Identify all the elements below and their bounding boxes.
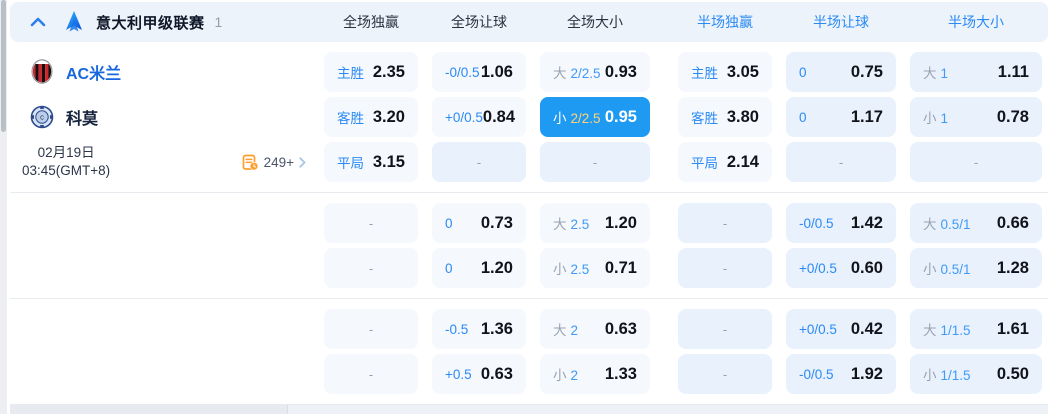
- odds-cell[interactable]: 平局 2.14: [678, 142, 772, 182]
- away-team-row[interactable]: C 科莫: [10, 97, 324, 137]
- odds-cell-empty: -: [678, 203, 772, 243]
- odds-cell[interactable]: 主胜 2.35: [324, 52, 418, 92]
- content: 意大利甲级联赛 1 全场独赢 全场让球 全场大小 半场独赢 半场让球 半场大小: [10, 0, 1048, 414]
- odds-cell-empty: -: [540, 142, 650, 182]
- odds-cell-empty: -: [678, 354, 772, 394]
- odds-cell[interactable]: 大 2/2.5 0.93: [540, 52, 650, 92]
- home-team-name: AC米兰: [66, 66, 122, 83]
- column-headers: 全场独赢 全场让球 全场大小 半场独赢 半场让球 半场大小: [324, 12, 1048, 32]
- svg-text:C: C: [40, 116, 44, 122]
- match-time: 03:45(GMT+8): [22, 163, 111, 178]
- more-markets-link[interactable]: 249+: [242, 154, 306, 171]
- odds-row: - -0.5 1.36 大 2 0.63- +0/0.5 0.42 大 1/1.5 1.61: [324, 309, 1048, 349]
- odds-cell[interactable]: 小 2/2.5 0.95: [540, 97, 650, 137]
- empty-left-panel: [10, 309, 324, 394]
- next-row-partial: [10, 405, 1048, 414]
- column-header-2[interactable]: 全场让球: [451, 14, 507, 30]
- main-markets-section: AC米兰 C 科莫: [10, 42, 1048, 192]
- como-crest-icon: C: [30, 105, 54, 129]
- collapse-button[interactable]: [30, 17, 56, 27]
- match-info-panel: AC米兰 C 科莫: [10, 52, 324, 182]
- odds-cell[interactable]: -0/0.5 1.42: [786, 203, 896, 243]
- odds-cell[interactable]: 0 1.17: [786, 97, 896, 137]
- empty-left-panel: [10, 203, 324, 288]
- match-meta-row: 02月19日 03:45(GMT+8) 249+: [10, 142, 324, 182]
- odds-rows-secondary: -0 0.73 大 2.5 1.20- -0/0.5 1.42 大 0.5/1 0.66-0 1.2…: [324, 203, 1048, 288]
- odds-cell[interactable]: +0/0.5 0.42: [786, 309, 896, 349]
- odds-cell[interactable]: 平局 3.15: [324, 142, 418, 182]
- secondary-markets-section: -0 0.73 大 2.5 1.20- -0/0.5 1.42 大 0.5/1 0.66-0 1.2…: [10, 193, 1048, 298]
- ac-milan-crest-icon: [30, 59, 54, 85]
- markets-count: 249+: [263, 154, 294, 170]
- section-divider: [10, 298, 1048, 299]
- league-header-left: 意大利甲级联赛 1: [10, 10, 324, 34]
- odds-cell[interactable]: 大 0.5/1 0.66: [910, 203, 1042, 243]
- column-header-5[interactable]: 半场让球: [813, 14, 869, 30]
- column-header-3[interactable]: 全场大小: [567, 14, 623, 30]
- odds-cell[interactable]: -0/0.5 1.06: [432, 52, 526, 92]
- odds-cell-empty: -: [324, 309, 418, 349]
- odds-cell[interactable]: +0.5 0.63: [432, 354, 526, 394]
- next-row-right-segment: [288, 405, 1048, 414]
- scrollbar[interactable]: [0, 0, 7, 414]
- league-title: 意大利甲级联赛: [96, 14, 205, 32]
- section-divider: [10, 192, 1048, 193]
- section-divider: [10, 404, 1048, 405]
- odds-cell[interactable]: 0 0.75: [786, 52, 896, 92]
- column-header-6[interactable]: 半场大小: [948, 14, 1004, 30]
- column-header-4[interactable]: 半场独赢: [697, 14, 753, 30]
- odds-cell[interactable]: 客胜 3.80: [678, 97, 772, 137]
- league-header: 意大利甲级联赛 1 全场独赢 全场让球 全场大小 半场独赢 半场让球 半场大小: [10, 2, 1048, 42]
- odds-cell[interactable]: 主胜 3.05: [678, 52, 772, 92]
- odds-cell[interactable]: 小 2.5 0.71: [540, 248, 650, 288]
- odds-cell[interactable]: 大 1 1.11: [910, 52, 1042, 92]
- chevron-right-icon: [299, 156, 306, 168]
- odds-rows-main: 主胜 2.35 -0/0.5 1.06 大 2/2.5 0.93 主胜 3.05 0 0.75 大 1 1…: [324, 52, 1048, 182]
- scrollbar-thumb[interactable]: [1, 0, 6, 132]
- odds-cell-empty: -: [324, 203, 418, 243]
- serie-a-logo-icon: [64, 10, 84, 34]
- odds-cell-empty: -: [324, 354, 418, 394]
- odds-cell-empty: -: [786, 142, 896, 182]
- odds-cell[interactable]: +0/0.5 0.84: [432, 97, 526, 137]
- odds-cell-empty: -: [324, 248, 418, 288]
- odds-row: - +0.5 0.63 小 2 1.33- -0/0.5 1.92 小 1/1.5 0.50: [324, 354, 1048, 394]
- odds-row: -0 1.20 小 2.5 0.71- +0/0.5 0.60 小 0.5/1 1.28: [324, 248, 1048, 288]
- odds-cell-empty: -: [678, 309, 772, 349]
- odds-cell[interactable]: 客胜 3.20: [324, 97, 418, 137]
- odds-row: 平局 3.15- - 平局 2.14- -: [324, 142, 1048, 182]
- odds-cell[interactable]: +0/0.5 0.60: [786, 248, 896, 288]
- match-date: 02月19日: [37, 144, 95, 160]
- next-row-left-segment: [10, 405, 288, 414]
- odds-row: -0 0.73 大 2.5 1.20- -0/0.5 1.42 大 0.5/1 0.66: [324, 203, 1048, 243]
- odds-cell[interactable]: 小 1/1.5 0.50: [910, 354, 1042, 394]
- chevron-up-icon: [30, 17, 46, 27]
- odds-cell[interactable]: 大 1/1.5 1.61: [910, 309, 1042, 349]
- match-datetime: 02月19日 03:45(GMT+8): [22, 144, 110, 180]
- odds-cell[interactable]: 大 2 0.63: [540, 309, 650, 349]
- home-team-row[interactable]: AC米兰: [10, 52, 324, 92]
- away-team-name: 科莫: [66, 111, 99, 128]
- odds-cell[interactable]: 大 2.5 1.20: [540, 203, 650, 243]
- odds-rows-tertiary: - -0.5 1.36 大 2 0.63- +0/0.5 0.42 大 1/1.5 1.61- +0.…: [324, 309, 1048, 394]
- odds-cell[interactable]: 0 1.20: [432, 248, 526, 288]
- odds-cell[interactable]: 小 2 1.33: [540, 354, 650, 394]
- markets-count-icon: [242, 154, 258, 170]
- tertiary-markets-section: - -0.5 1.36 大 2 0.63- +0/0.5 0.42 大 1/1.5 1.61- +0.…: [10, 299, 1048, 404]
- odds-cell[interactable]: 0 0.73: [432, 203, 526, 243]
- odds-row: 客胜 3.20 +0/0.5 0.84 小 2/2.5 0.95 客胜 3.80 0 1.17 小 1 0…: [324, 97, 1048, 137]
- league-match-count: 1: [214, 14, 223, 30]
- odds-cell[interactable]: 小 1 0.78: [910, 97, 1042, 137]
- odds-cell[interactable]: 小 0.5/1 1.28: [910, 248, 1042, 288]
- column-header-1[interactable]: 全场独赢: [343, 14, 399, 30]
- odds-cell[interactable]: -0/0.5 1.92: [786, 354, 896, 394]
- odds-cell-empty: -: [432, 142, 526, 182]
- odds-row: 主胜 2.35 -0/0.5 1.06 大 2/2.5 0.93 主胜 3.05 0 0.75 大 1 1…: [324, 52, 1048, 92]
- odds-cell[interactable]: -0.5 1.36: [432, 309, 526, 349]
- odds-cell-empty: -: [910, 142, 1042, 182]
- odds-cell-empty: -: [678, 248, 772, 288]
